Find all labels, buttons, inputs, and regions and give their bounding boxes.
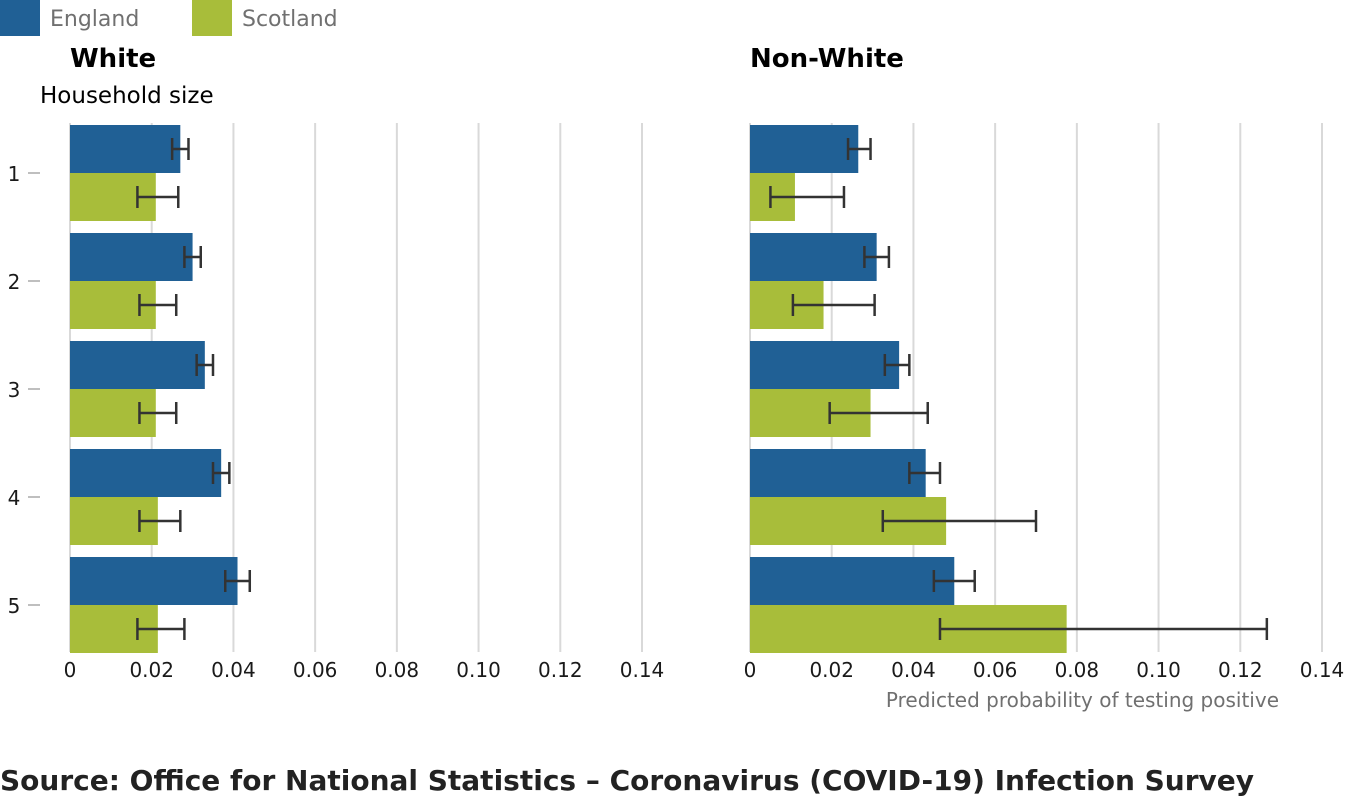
bar-non-white-england-2: [750, 233, 877, 281]
x-tick-white-6: 0.12: [538, 658, 583, 682]
bar-white-england-5: [70, 557, 238, 605]
bar-white-england-2: [70, 233, 193, 281]
legend-label-scotland: Scotland: [242, 7, 338, 32]
x-tick-white-0: 0: [64, 658, 77, 682]
x-tick-white-7: 0.14: [620, 658, 665, 682]
x-tick-non-white-6: 0.12: [1218, 658, 1263, 682]
x-tick-white-1: 0.02: [129, 658, 174, 682]
x-tick-non-white-7: 0.14: [1300, 658, 1345, 682]
x-tick-non-white-4: 0.08: [1055, 658, 1100, 682]
y-tick-0: 1: [8, 162, 21, 186]
bar-non-white-england-3: [750, 341, 900, 389]
bar-non-white-england-4: [750, 449, 926, 497]
x-tick-non-white-0: 0: [744, 658, 757, 682]
plot-area: 0 0.02 0.04 0.06 0.08 0.10 0.12 0.14 1 2 3 4 5 0 0.02 0…: [8, 123, 1345, 682]
x-tick-non-white-2: 0.04: [891, 658, 936, 682]
x-tick-white-3: 0.06: [293, 658, 338, 682]
x-tick-white-5: 0.10: [456, 658, 501, 682]
bar-non-white-england-5: [750, 557, 955, 605]
legend-swatch-england: [0, 0, 40, 36]
y-tick-2: 3: [8, 378, 21, 402]
y-tick-1: 2: [8, 270, 21, 294]
y-tick-3: 4: [8, 486, 21, 510]
panel-title-white: White: [70, 44, 156, 74]
x-tick-white-4: 0.08: [375, 658, 420, 682]
legend-label-england: England: [50, 7, 139, 32]
bar-white-england-3: [70, 341, 205, 389]
x-tick-non-white-3: 0.06: [973, 658, 1018, 682]
legend: England Scotland: [0, 0, 338, 36]
x-tick-white-2: 0.04: [211, 658, 256, 682]
legend-swatch-scotland: [192, 0, 232, 36]
panel-title-non-white: Non-White: [750, 44, 904, 74]
y-axis-label: Household size: [40, 83, 214, 109]
bar-non-white-england-1: [750, 125, 859, 173]
y-tick-4: 5: [8, 594, 21, 618]
x-axis-label: Predicted probability of testing positiv…: [886, 688, 1279, 712]
source-note: Source: Office for National Statistics –…: [0, 764, 1254, 797]
x-tick-non-white-5: 0.10: [1136, 658, 1181, 682]
bar-white-england-4: [70, 449, 222, 497]
bar-white-england-1: [70, 125, 181, 173]
x-tick-non-white-1: 0.02: [809, 658, 854, 682]
